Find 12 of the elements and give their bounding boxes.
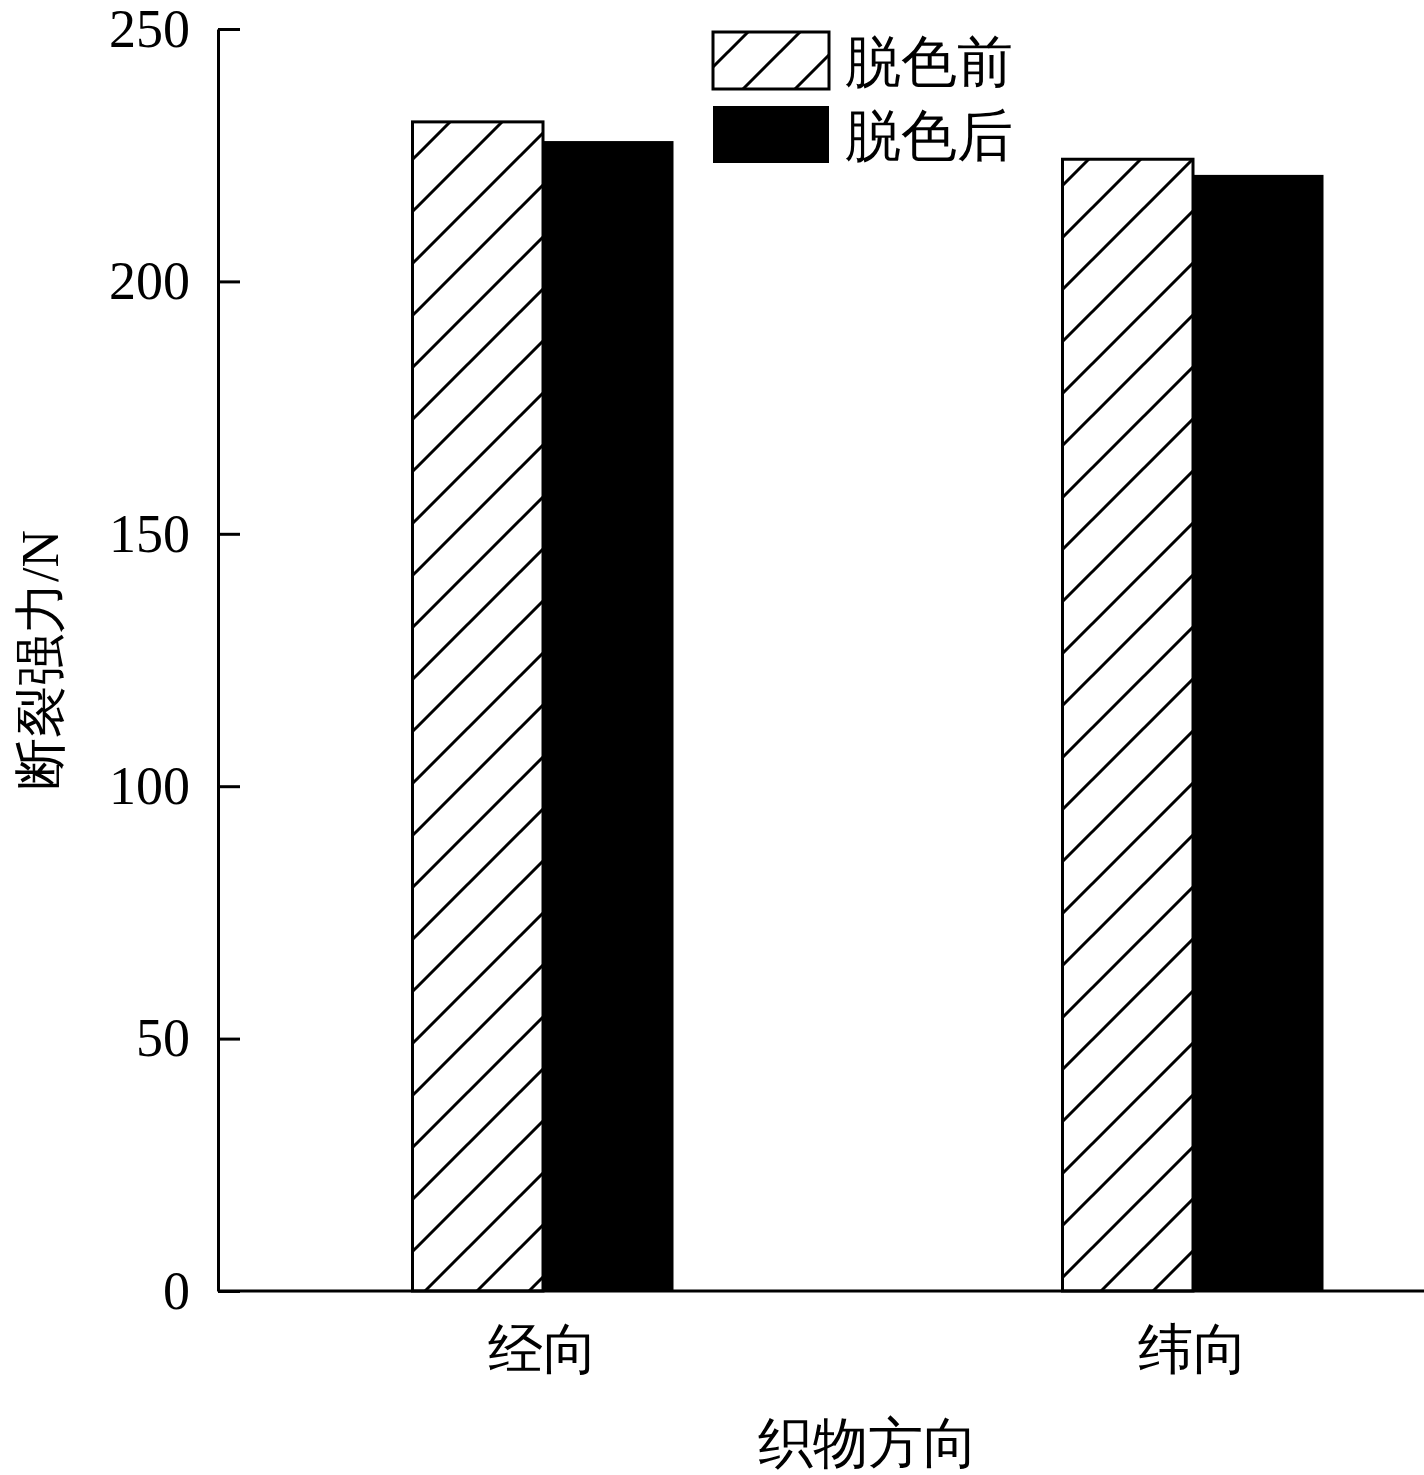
legend-label: 脱色前	[845, 30, 1013, 93]
y-axis-title: 断裂强力/N	[12, 530, 69, 790]
y-tick-label: 250	[109, 0, 190, 59]
x-tick-label: 纬向	[1138, 1319, 1248, 1381]
y-tick-label: 200	[109, 251, 190, 312]
x-tick-label: 经向	[488, 1319, 598, 1381]
y-tick-label: 100	[109, 755, 190, 816]
y-tick-label: 0	[163, 1260, 190, 1321]
y-tick-label: 150	[109, 503, 190, 564]
legend-label: 脱色后	[845, 104, 1013, 167]
x-axis-title: 织物方向	[758, 1413, 978, 1474]
y-tick-label: 50	[136, 1008, 190, 1069]
